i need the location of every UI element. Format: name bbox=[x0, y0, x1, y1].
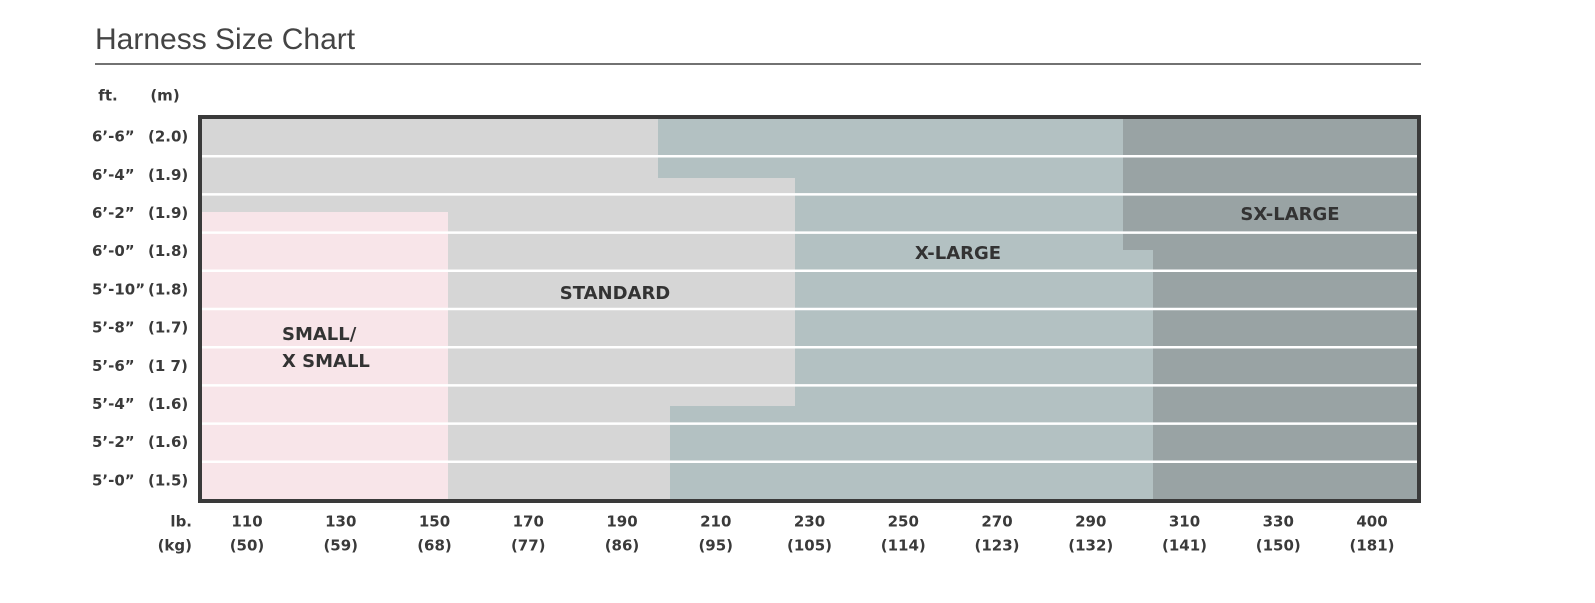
row-m: (1.7) bbox=[148, 319, 188, 337]
weight-lb-header: lb. bbox=[170, 513, 192, 531]
small-zone bbox=[200, 212, 448, 500]
row-ft: 6’-6” bbox=[92, 128, 135, 146]
col-lb: 150 bbox=[419, 513, 450, 531]
col-kg: (141) bbox=[1162, 537, 1207, 555]
row-m: (1.5) bbox=[148, 471, 188, 489]
col-lb: 400 bbox=[1356, 513, 1387, 531]
col-lb: 230 bbox=[794, 513, 825, 531]
row-m: (1 7) bbox=[148, 357, 188, 375]
row-ft: 6’-2” bbox=[92, 204, 135, 222]
col-lb: 290 bbox=[1075, 513, 1106, 531]
col-kg: (86) bbox=[605, 537, 640, 555]
row-m: (1.9) bbox=[148, 204, 188, 222]
col-lb: 110 bbox=[231, 513, 262, 531]
col-kg: (105) bbox=[787, 537, 832, 555]
row-ft: 5’-2” bbox=[92, 433, 135, 451]
zone-label: X SMALL bbox=[282, 351, 370, 372]
row-m: (1.6) bbox=[148, 395, 188, 413]
row-m: (1.6) bbox=[148, 433, 188, 451]
row-ft: 5’-8” bbox=[92, 319, 135, 337]
col-lb: 250 bbox=[888, 513, 919, 531]
col-kg: (77) bbox=[511, 537, 546, 555]
weight-kg-header: (kg) bbox=[158, 537, 192, 555]
col-kg: (150) bbox=[1256, 537, 1301, 555]
zone-label: X-LARGE bbox=[915, 243, 1001, 264]
col-kg: (123) bbox=[974, 537, 1019, 555]
row-ft: 6’-0” bbox=[92, 242, 135, 260]
col-lb: 190 bbox=[606, 513, 637, 531]
col-lb: 310 bbox=[1169, 513, 1200, 531]
zone-label: SMALL/ bbox=[282, 324, 357, 345]
col-kg: (181) bbox=[1349, 537, 1394, 555]
row-ft: 5’-6” bbox=[92, 357, 135, 375]
height-ft-header: ft. bbox=[98, 87, 117, 105]
col-lb: 270 bbox=[981, 513, 1012, 531]
col-kg: (68) bbox=[417, 537, 452, 555]
col-kg: (114) bbox=[881, 537, 926, 555]
zone-label: STANDARD bbox=[560, 283, 671, 304]
col-lb: 130 bbox=[325, 513, 356, 531]
col-lb: 210 bbox=[700, 513, 731, 531]
row-m: (2.0) bbox=[148, 128, 188, 146]
col-kg: (50) bbox=[230, 537, 265, 555]
row-m: (1.8) bbox=[148, 280, 188, 298]
row-m: (1.9) bbox=[148, 166, 188, 184]
col-lb: 170 bbox=[513, 513, 544, 531]
title: Harness Size Chart bbox=[95, 23, 356, 56]
col-kg: (59) bbox=[323, 537, 358, 555]
chart-border bbox=[198, 115, 1421, 503]
row-ft: 5’-0” bbox=[92, 471, 135, 489]
row-ft: 5’-4” bbox=[92, 395, 135, 413]
col-lb: 330 bbox=[1263, 513, 1294, 531]
col-kg: (132) bbox=[1068, 537, 1113, 555]
height-m-header: (m) bbox=[150, 87, 179, 105]
row-ft: 6’-4” bbox=[92, 166, 135, 184]
col-kg: (95) bbox=[698, 537, 733, 555]
zone-label: SX-LARGE bbox=[1240, 204, 1339, 225]
row-ft: 5’-10” bbox=[92, 280, 145, 298]
row-m: (1.8) bbox=[148, 242, 188, 260]
